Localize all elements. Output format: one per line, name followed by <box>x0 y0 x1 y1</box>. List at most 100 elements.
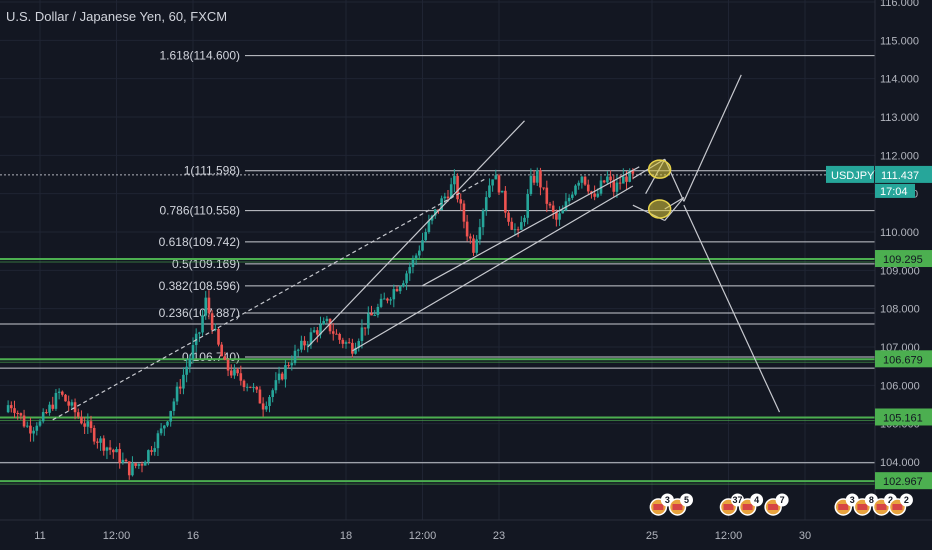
candle-body <box>6 405 10 413</box>
candle-body <box>32 430 35 434</box>
symbol-label: USDJPY <box>831 170 875 182</box>
candle-body <box>131 463 134 476</box>
candle-body <box>510 221 514 230</box>
projection-down-d <box>683 204 781 413</box>
candle-body <box>338 333 341 340</box>
candle-body <box>561 210 565 214</box>
candle-body <box>156 433 160 449</box>
candle-body <box>469 236 472 239</box>
candle-body <box>411 258 415 268</box>
fib-label: 0.382(108.596) <box>159 279 240 293</box>
candle-body <box>596 193 600 197</box>
support-price-label: 105.161 <box>883 412 923 424</box>
candle-body <box>453 175 456 185</box>
candle-body <box>296 349 300 351</box>
candle-body <box>484 197 488 211</box>
event-count-label: 3 <box>850 495 855 505</box>
time-tick-label: 12:00 <box>715 530 743 542</box>
candle-body <box>118 449 121 463</box>
candle-body <box>555 212 558 220</box>
candle-body <box>255 386 259 390</box>
candle-body <box>593 193 596 197</box>
candle-body <box>351 342 354 354</box>
candle-body <box>459 199 463 204</box>
candle-body <box>478 227 482 240</box>
event-badges[interactable]: 3 5 37 4 7 3 8 2 2 <box>649 493 913 516</box>
candle-body <box>465 221 469 237</box>
candle-body <box>392 289 396 300</box>
symbol-tag <box>826 165 874 183</box>
candle-body <box>418 250 421 256</box>
price-tick-label: 104.000 <box>880 457 920 469</box>
candle-body <box>73 402 77 413</box>
candle-body <box>583 176 587 185</box>
candle-body <box>25 425 29 427</box>
countdown-tag <box>875 183 915 198</box>
candle-body <box>382 298 386 300</box>
time-axis-bg <box>0 520 932 550</box>
candle-body <box>54 392 58 409</box>
time-tick-label: 12:00 <box>103 530 131 542</box>
fib-label: 0(106.740) <box>182 350 240 364</box>
candle-body <box>236 369 239 374</box>
candle-body <box>76 412 80 417</box>
candle-body <box>182 374 185 389</box>
candle-body <box>13 408 16 413</box>
event-count-label: 2 <box>888 495 893 505</box>
candle-body <box>373 315 376 317</box>
candle-body <box>609 176 612 181</box>
time-tick-label: 30 <box>799 530 811 542</box>
rising-support-line <box>352 185 634 352</box>
candle-body <box>542 187 545 189</box>
candle-body <box>153 448 157 452</box>
candle-body <box>516 229 520 231</box>
candle-body <box>137 464 141 466</box>
candle-body <box>204 297 208 316</box>
candle-body <box>150 450 153 452</box>
last-price-tag <box>875 165 932 183</box>
candle-body <box>67 401 70 406</box>
candle-body <box>16 412 19 414</box>
candle-body <box>70 402 74 406</box>
price-tick-label: 116.000 <box>880 0 919 9</box>
candle-body <box>440 198 443 210</box>
price-tick-label: 108.000 <box>880 304 920 316</box>
candle-body <box>354 347 357 354</box>
candle-body <box>548 203 552 206</box>
candle-body <box>622 176 625 184</box>
candle-body <box>261 403 265 410</box>
candle-body <box>64 394 67 402</box>
candle-body <box>558 213 561 220</box>
candle-body <box>316 330 319 335</box>
candle-body <box>341 339 345 344</box>
candle-body <box>462 203 466 222</box>
candle-body <box>166 421 169 426</box>
candle-body <box>140 464 144 466</box>
rising-wedge-line <box>422 166 640 287</box>
candle-body <box>245 386 249 388</box>
candle-body <box>268 396 271 407</box>
price-axis[interactable]: 116.000115.000114.000113.000112.000111.0… <box>826 0 932 520</box>
candle-body <box>229 370 233 376</box>
event-count-bubble <box>750 493 764 507</box>
candle-body <box>520 222 523 230</box>
candle-body <box>57 391 61 393</box>
candle-body <box>198 332 201 334</box>
event-count-label: 8 <box>869 495 874 505</box>
event-flag-stripe <box>672 504 683 510</box>
event-count-label: 3 <box>665 495 670 505</box>
dashed-channel-line <box>52 177 487 421</box>
candle-body <box>357 341 361 348</box>
candle-body <box>274 380 278 391</box>
time-tick-label: 25 <box>646 530 658 542</box>
candle-body <box>319 324 322 335</box>
candle-body <box>80 416 83 424</box>
candle-body <box>331 331 335 334</box>
candle-body <box>175 386 179 402</box>
candle-body <box>86 421 90 427</box>
candle-body <box>134 463 137 466</box>
support-price-tag <box>875 408 932 426</box>
event-count-bubble <box>775 493 789 507</box>
